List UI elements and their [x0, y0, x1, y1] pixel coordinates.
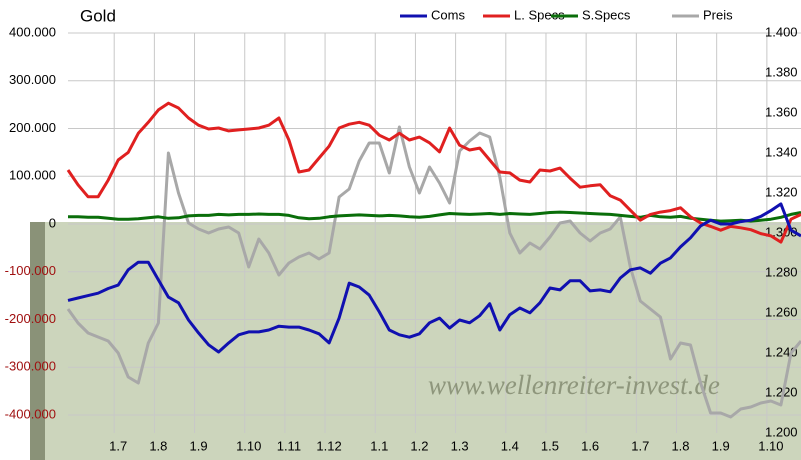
- legend-label: Coms: [431, 7, 465, 22]
- x-tick-label: 1.4: [501, 438, 519, 453]
- y-tick-label: 200.000: [9, 120, 56, 135]
- x-tick-label: 1.2: [410, 438, 428, 453]
- series-line: [66, 125, 801, 419]
- y2-tick-label: 1.320: [765, 184, 798, 199]
- y2-tick-label: 1.340: [765, 144, 798, 159]
- x-tick-label: 1.5: [541, 438, 559, 453]
- y-tick-label: -200.000: [5, 311, 56, 326]
- y-tick-label: 300.000: [9, 72, 56, 87]
- x-tick-label: 1.7: [631, 438, 649, 453]
- x-tick-label: 1.8: [671, 438, 689, 453]
- y2-tick-label: 1.400: [765, 24, 798, 39]
- x-tick-label: 1.6: [581, 438, 599, 453]
- panel-edge: [30, 222, 45, 460]
- y2-tick-label: 1.220: [765, 384, 798, 399]
- y-tick-label: 0: [49, 215, 56, 230]
- y-tick-label: -100.000: [5, 263, 56, 278]
- y-tick-label: 400.000: [9, 24, 56, 39]
- x-tick-label: 1.9: [712, 438, 730, 453]
- legend-label: Preis: [703, 7, 733, 22]
- y2-tick-label: 1.200: [765, 424, 798, 439]
- y-tick-label: 100.000: [9, 168, 56, 183]
- y2-tick-label: 1.280: [765, 264, 798, 279]
- legend-label: L. Specs: [514, 7, 565, 22]
- x-tick-label: 1.10: [758, 438, 783, 453]
- y-tick-label: -300.000: [5, 359, 56, 374]
- grid: [68, 32, 801, 433]
- x-tick-label: 1.1: [370, 438, 388, 453]
- x-tick-label: 1.8: [149, 438, 167, 453]
- y2-tick-label: 1.360: [765, 104, 798, 119]
- y2-tick-label: 1.260: [765, 304, 798, 319]
- panel: [45, 222, 801, 460]
- series-line: [66, 101, 801, 244]
- series-line: [68, 210, 801, 223]
- legend-label: S.Specs: [582, 7, 631, 22]
- x-tick-label: 1.7: [109, 438, 127, 453]
- x-tick-label: 1.9: [189, 438, 207, 453]
- series-line: [67, 202, 801, 354]
- watermark: www.wellenreiter-invest.de: [428, 370, 720, 400]
- x-tick-label: 1.12: [316, 438, 341, 453]
- x-tick-label: 1.11: [277, 438, 301, 453]
- y-tick-label: -400.000: [5, 406, 56, 421]
- x-tick-label: 1.3: [451, 438, 469, 453]
- chart-title: Gold: [80, 6, 116, 25]
- y2-tick-label: 1.380: [765, 64, 798, 79]
- x-tick-label: 1.10: [236, 438, 261, 453]
